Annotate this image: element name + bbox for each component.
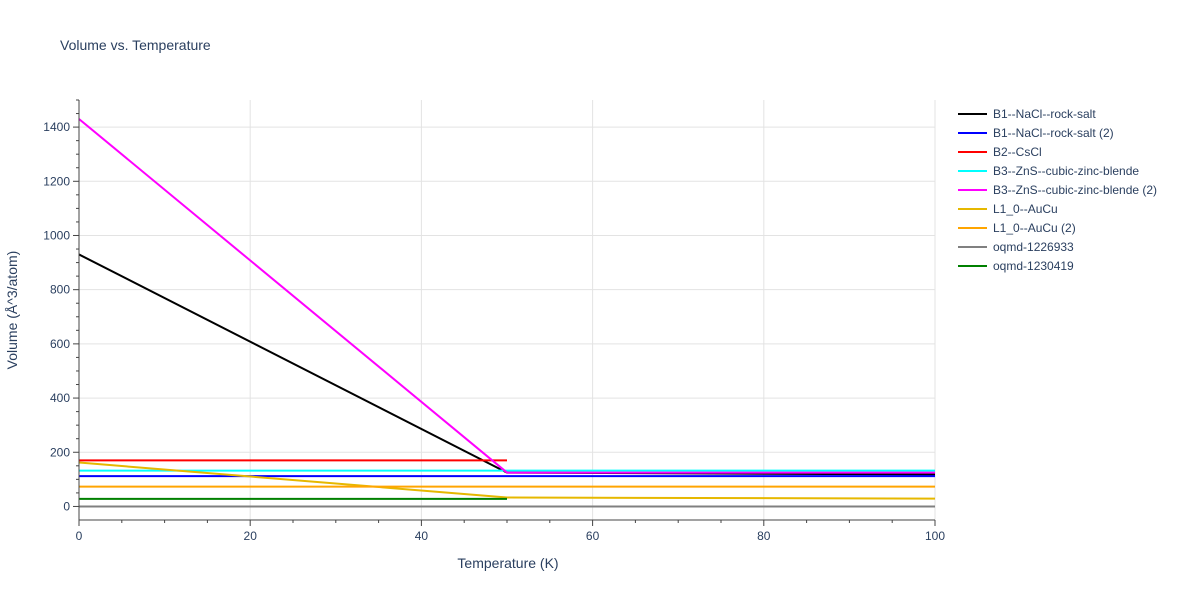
axes: 0 200 400 600 800 1000 1200 1400 0 20 40 60 80 100 — [43, 99, 945, 543]
series-line[interactable] — [78, 118, 935, 474]
legend-label: B3--ZnS--cubic-zinc-blende (2) — [993, 183, 1157, 197]
legend-label: L1_0--AuCu (2) — [993, 221, 1076, 235]
legend-item[interactable]: B3--ZnS--cubic-zinc-blende (2) — [958, 183, 1157, 197]
x-tick-label: 100 — [925, 529, 945, 543]
legend-label: B3--ZnS--cubic-zinc-blende — [993, 164, 1139, 178]
legend-item[interactable]: oqmd-1230419 — [958, 259, 1074, 273]
x-tick-label: 60 — [586, 529, 600, 543]
y-tick-label: 400 — [50, 391, 70, 405]
x-tick-label: 40 — [415, 529, 429, 543]
legend-label: oqmd-1230419 — [993, 259, 1074, 273]
x-axis-title: Temperature (K) — [457, 555, 558, 571]
legend-item[interactable]: B3--ZnS--cubic-zinc-blende — [958, 164, 1139, 178]
y-tick-label: 200 — [50, 445, 70, 459]
legend-label: L1_0--AuCu — [993, 202, 1058, 216]
series-line[interactable] — [78, 253, 936, 476]
y-tick-label: 0 — [63, 499, 70, 513]
x-tick-label: 80 — [757, 529, 771, 543]
grid — [79, 100, 936, 520]
chart-title: Volume vs. Temperature — [60, 37, 211, 53]
y-tick-label: 1400 — [43, 120, 70, 134]
y-tick-label: 800 — [50, 283, 70, 297]
y-tick-label: 1000 — [43, 228, 70, 242]
legend-item[interactable]: B1--NaCl--rock-salt (2) — [958, 126, 1114, 140]
series-group — [78, 118, 936, 508]
y-tick-label: 1200 — [43, 174, 70, 188]
legend[interactable]: B1--NaCl--rock-salt B1--NaCl--rock-salt (… — [958, 107, 1157, 273]
x-tick-label: 0 — [76, 529, 83, 543]
y-tick-label: 600 — [50, 337, 70, 351]
legend-item[interactable]: oqmd-1226933 — [958, 240, 1074, 254]
legend-item[interactable]: L1_0--AuCu (2) — [958, 221, 1076, 235]
legend-label: B1--NaCl--rock-salt (2) — [993, 126, 1114, 140]
legend-label: oqmd-1226933 — [993, 240, 1074, 254]
x-tick-label: 20 — [244, 529, 258, 543]
legend-label: B1--NaCl--rock-salt — [993, 107, 1096, 121]
legend-label: B2--CsCl — [993, 145, 1042, 159]
series-line[interactable] — [78, 461, 936, 500]
legend-item[interactable]: B2--CsCl — [958, 145, 1042, 159]
legend-item[interactable]: B1--NaCl--rock-salt — [958, 107, 1096, 121]
y-axis-title: Volume (Å^3/atom) — [4, 251, 20, 370]
legend-item[interactable]: L1_0--AuCu — [958, 202, 1058, 216]
